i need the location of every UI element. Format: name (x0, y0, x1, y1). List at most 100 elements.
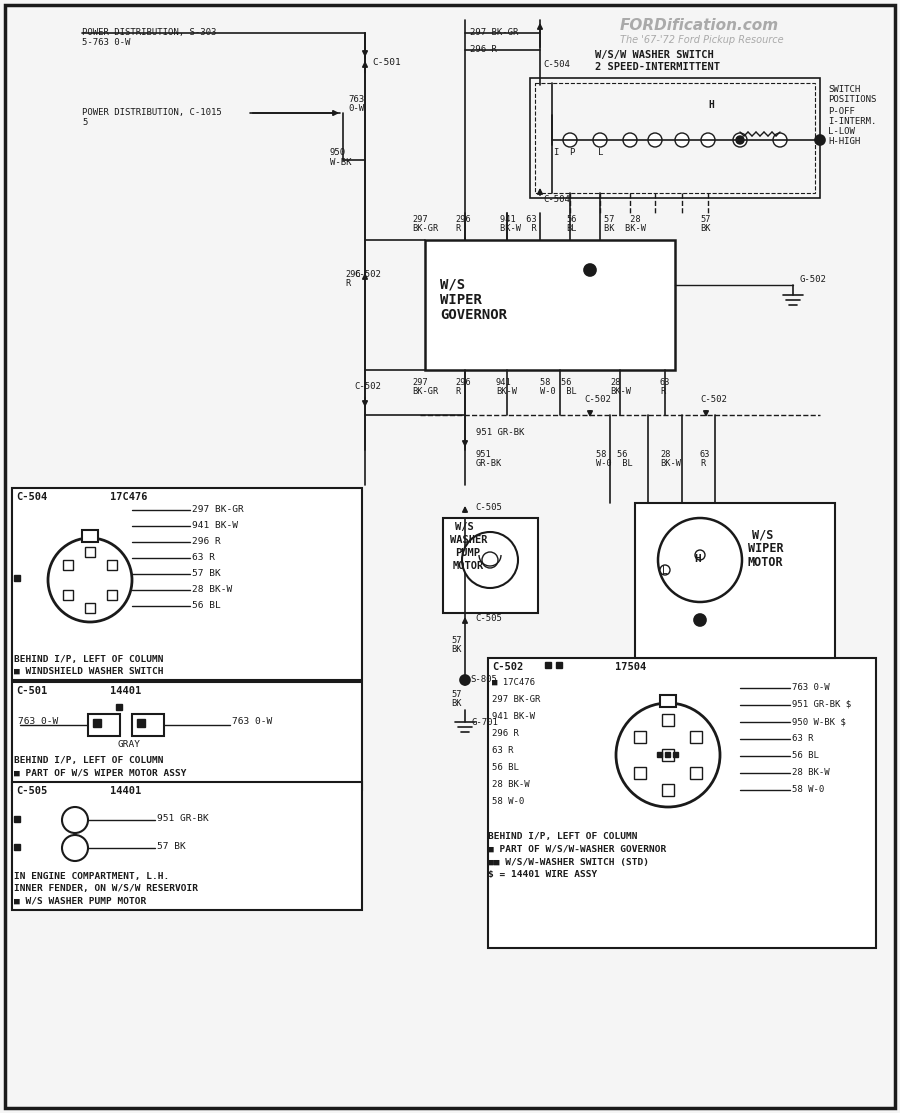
Bar (85, 603, 95, 613)
Text: W/S: W/S (752, 528, 773, 541)
Text: C-502: C-502 (492, 662, 523, 672)
Text: C-502: C-502 (354, 270, 381, 279)
Text: 17504: 17504 (615, 662, 646, 672)
Text: BEHIND I/P, LEFT OF COLUMN: BEHIND I/P, LEFT OF COLUMN (14, 756, 164, 765)
Text: 63 R: 63 R (792, 733, 814, 743)
Text: W/S: W/S (440, 278, 465, 292)
Text: BEHIND I/P, LEFT OF COLUMN: BEHIND I/P, LEFT OF COLUMN (488, 833, 637, 841)
Text: C-501: C-501 (16, 686, 47, 696)
Circle shape (62, 807, 88, 833)
Bar (657, 752, 662, 757)
Bar (107, 590, 117, 600)
Text: 763 0-W: 763 0-W (232, 717, 272, 726)
Text: 56 BL: 56 BL (192, 601, 220, 610)
Bar (556, 662, 562, 668)
Text: 58  56: 58 56 (596, 450, 627, 459)
Text: W-BK: W-BK (330, 158, 352, 167)
Text: BL: BL (566, 224, 577, 233)
Text: ■ PART OF W/S/W-WASHER GOVERNOR: ■ PART OF W/S/W-WASHER GOVERNOR (488, 845, 666, 854)
Text: MOTOR: MOTOR (453, 561, 484, 571)
Bar (14, 816, 20, 823)
Circle shape (460, 674, 470, 684)
Text: C-502: C-502 (700, 395, 727, 404)
Text: 951 GR-BK: 951 GR-BK (157, 814, 209, 823)
Text: C-501: C-501 (372, 58, 400, 67)
Text: P: P (569, 148, 574, 157)
Text: BK: BK (451, 646, 462, 654)
Text: 296 R: 296 R (492, 729, 519, 738)
Text: BK-GR: BK-GR (412, 387, 438, 396)
Bar (93, 719, 101, 727)
Circle shape (62, 835, 88, 861)
Bar (12, 782, 362, 910)
Text: H-HIGH: H-HIGH (828, 137, 860, 146)
Text: 950: 950 (330, 148, 346, 157)
Bar (535, 83, 815, 193)
Bar (690, 767, 702, 779)
Text: 763: 763 (348, 95, 364, 104)
Text: C-502: C-502 (584, 395, 611, 404)
Text: 28 BK-W: 28 BK-W (792, 768, 830, 777)
Text: BK-W: BK-W (610, 387, 631, 396)
Text: 57 BK: 57 BK (157, 843, 185, 851)
Bar (662, 784, 674, 796)
Text: 56 BL: 56 BL (792, 751, 819, 760)
Text: I-INTERM.: I-INTERM. (828, 117, 877, 126)
Text: 296: 296 (345, 270, 361, 279)
Bar (635, 503, 835, 658)
Text: 28: 28 (660, 450, 670, 459)
Circle shape (675, 132, 689, 147)
Text: H: H (694, 554, 701, 564)
Text: POWER DISTRIBUTION, C-1015: POWER DISTRIBUTION, C-1015 (82, 108, 221, 117)
Text: R: R (345, 279, 350, 288)
Bar (660, 695, 676, 707)
Circle shape (773, 132, 787, 147)
Text: W/S/W WASHER SWITCH: W/S/W WASHER SWITCH (595, 50, 714, 60)
Circle shape (701, 132, 715, 147)
Text: 63: 63 (660, 378, 670, 387)
Text: S-805: S-805 (470, 674, 497, 684)
Text: 56: 56 (566, 215, 577, 224)
Text: I: I (553, 148, 558, 157)
Text: INNER FENDER, ON W/S/W RESERVOIR: INNER FENDER, ON W/S/W RESERVOIR (14, 884, 198, 893)
Text: 951 GR-BK $: 951 GR-BK $ (792, 700, 851, 709)
Bar (14, 844, 20, 850)
Circle shape (658, 518, 742, 602)
Bar (662, 715, 674, 726)
Bar (14, 575, 20, 581)
Text: W/S: W/S (455, 522, 473, 532)
Text: 950 W-BK $: 950 W-BK $ (792, 717, 846, 726)
Circle shape (482, 552, 498, 568)
Bar (690, 731, 702, 743)
Text: 0-W: 0-W (348, 104, 364, 114)
Text: G-502: G-502 (800, 275, 827, 284)
Bar (85, 546, 95, 556)
Text: BK: BK (700, 224, 710, 233)
Text: L: L (598, 148, 603, 157)
Text: ■ W/S WASHER PUMP MOTOR: ■ W/S WASHER PUMP MOTOR (14, 896, 146, 905)
Bar (665, 752, 670, 757)
Text: The '67-'72 Ford Pickup Resource: The '67-'72 Ford Pickup Resource (620, 35, 784, 45)
Bar (488, 658, 876, 948)
Text: 941 BK-W: 941 BK-W (192, 521, 238, 530)
Text: 28: 28 (610, 378, 620, 387)
Text: BK-W  R: BK-W R (500, 224, 536, 233)
Text: 28 BK-W: 28 BK-W (192, 585, 232, 594)
Text: 58  56: 58 56 (540, 378, 572, 387)
Text: 296: 296 (455, 215, 471, 224)
Text: W-0  BL: W-0 BL (596, 459, 633, 467)
Bar (425, 240, 675, 370)
Text: 296 R: 296 R (470, 45, 497, 55)
Text: 58 W-0: 58 W-0 (492, 797, 524, 806)
Text: 63 R: 63 R (192, 553, 215, 562)
Bar (662, 749, 674, 761)
Text: POWER DISTRIBUTION, S-303: POWER DISTRIBUTION, S-303 (82, 28, 216, 37)
Text: 57: 57 (451, 636, 462, 646)
Text: BK  BK-W: BK BK-W (604, 224, 646, 233)
Text: G-701: G-701 (472, 718, 499, 727)
Circle shape (593, 132, 607, 147)
Text: WIPER: WIPER (440, 293, 482, 307)
Text: C-504: C-504 (16, 492, 47, 502)
Circle shape (694, 614, 706, 626)
Text: PUMP: PUMP (455, 548, 480, 558)
